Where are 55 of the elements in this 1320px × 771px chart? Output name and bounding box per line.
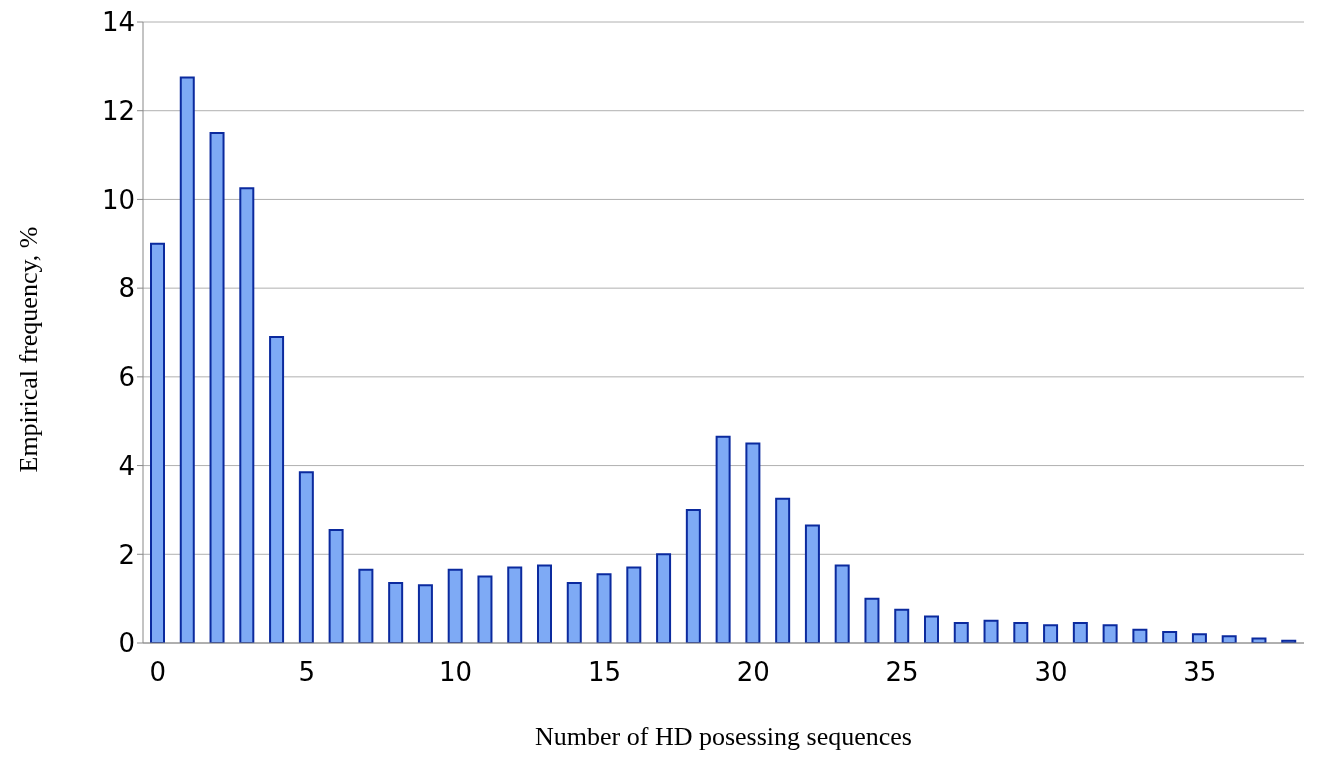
- x-axis-title: Number of HD posessing sequences: [535, 722, 912, 751]
- bar: [209, 131, 225, 643]
- bar: [358, 568, 374, 643]
- bar: [328, 528, 344, 643]
- x-tick-label: 25: [885, 657, 919, 688]
- bar: [715, 435, 731, 643]
- bar: [477, 575, 493, 643]
- bar: [685, 508, 701, 643]
- bar: [1221, 635, 1237, 643]
- bar: [388, 582, 404, 643]
- bar: [417, 584, 433, 643]
- bar: [1132, 628, 1148, 643]
- bar: [447, 568, 463, 643]
- y-tick-label: 0: [118, 628, 135, 659]
- bar: [1162, 630, 1178, 643]
- y-tick-label: 12: [101, 95, 135, 126]
- y-axis-title: Empirical frequency, %: [14, 226, 44, 473]
- y-tick-label: 6: [118, 362, 135, 393]
- bar: [775, 497, 791, 643]
- bar: [566, 582, 582, 643]
- y-tick-label: 4: [118, 450, 135, 481]
- bar: [1043, 624, 1059, 643]
- y-tick-label: 10: [101, 184, 135, 215]
- x-tick-label: 5: [298, 657, 315, 688]
- bar: [179, 76, 195, 643]
- bar: [298, 471, 314, 643]
- x-tick-label: 35: [1183, 657, 1217, 688]
- bar: [269, 335, 285, 643]
- x-tick-label: 20: [736, 657, 770, 688]
- y-tick-label: 8: [118, 273, 135, 304]
- y-tick-label: 14: [101, 7, 135, 38]
- bar: [596, 573, 612, 643]
- bar: [1102, 624, 1118, 643]
- bar: [894, 608, 910, 643]
- bar: [924, 615, 939, 643]
- bar: [983, 619, 999, 643]
- bar: [239, 187, 255, 643]
- bar: [804, 524, 820, 643]
- bar: [864, 597, 880, 643]
- y-tick-label: 2: [118, 539, 135, 570]
- x-tick-label: 30: [1034, 657, 1068, 688]
- x-tick-label: 15: [587, 657, 621, 688]
- x-tick-label: 10: [439, 657, 473, 688]
- x-tick-label: 0: [149, 657, 167, 688]
- bar: [745, 442, 761, 643]
- bar: [1191, 633, 1207, 643]
- bar: [626, 566, 642, 643]
- bar: [537, 564, 552, 643]
- bar: [834, 564, 850, 643]
- bar: [1072, 622, 1088, 643]
- bar: [656, 553, 672, 643]
- bar: [1013, 622, 1029, 643]
- bar: [507, 566, 523, 643]
- bar: [953, 622, 969, 643]
- bar: [150, 242, 165, 643]
